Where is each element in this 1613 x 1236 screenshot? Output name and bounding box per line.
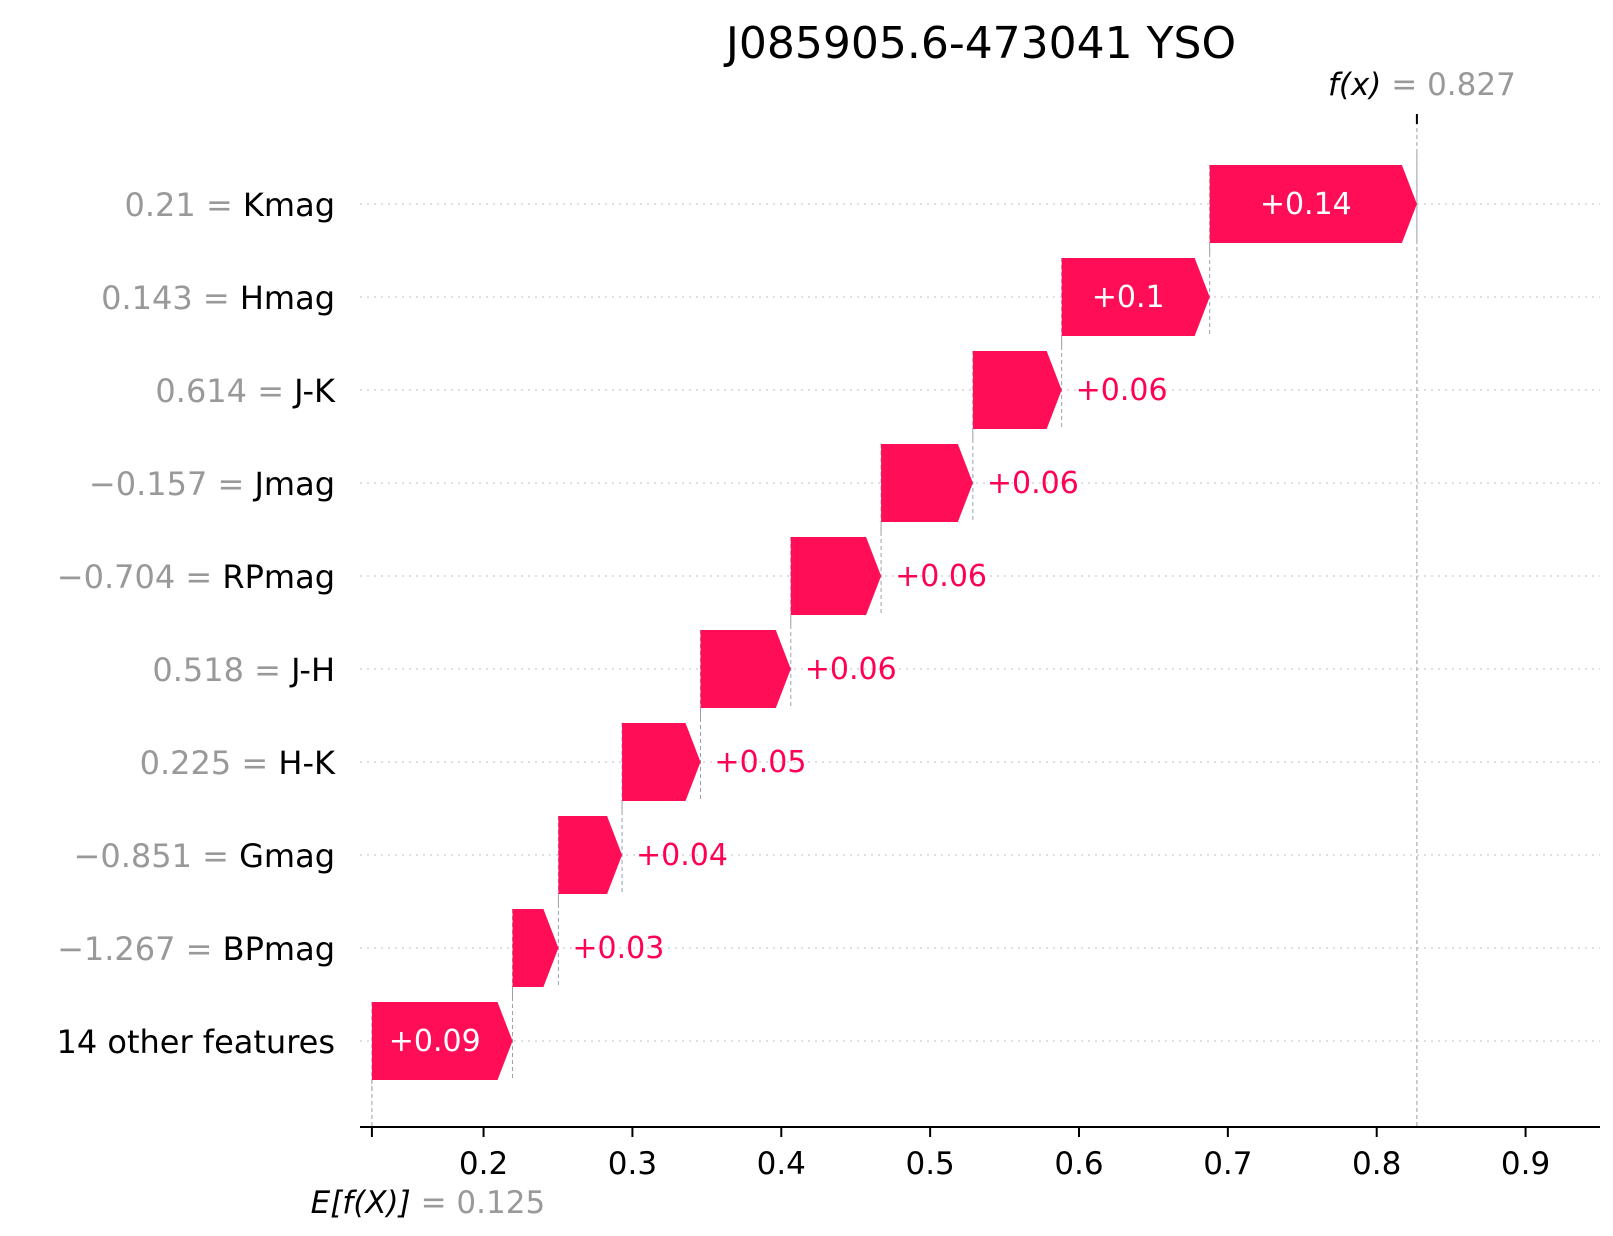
bar-value-label: +0.06 bbox=[1076, 373, 1168, 408]
base-value-text: = 0.125 bbox=[411, 1185, 545, 1221]
feature-name: H-K bbox=[278, 744, 336, 782]
bar-value-label: +0.04 bbox=[636, 838, 728, 873]
feature-name: RPmag bbox=[222, 558, 335, 596]
feature-value: 0.143 bbox=[101, 279, 193, 317]
contribution-bar bbox=[1209, 165, 1417, 243]
feature-value: 0.21 bbox=[125, 186, 196, 224]
feature-label: 0.225 = H-K bbox=[140, 744, 336, 782]
feature-value: 0.614 bbox=[155, 372, 247, 410]
x-tick-label: 0.9 bbox=[1501, 1146, 1550, 1182]
x-axis: 0.2 0.3 0.4 0.5 0.6 0.7 0.8 0.9 bbox=[360, 114, 1600, 1182]
chart-title: J085905.6-473041 YSO bbox=[723, 18, 1236, 69]
contribution-bar bbox=[512, 909, 559, 987]
x-tick-label: 0.5 bbox=[905, 1146, 954, 1182]
feature-label: 0.21 = Kmag bbox=[125, 186, 335, 224]
equals-sign: = bbox=[192, 837, 239, 875]
feature-value: −0.157 bbox=[89, 465, 207, 503]
feature-value: −1.267 bbox=[57, 930, 175, 968]
bar-value-label: +0.05 bbox=[715, 745, 807, 780]
feature-name: J-H bbox=[289, 651, 335, 689]
contribution-bar bbox=[622, 723, 701, 801]
feature-labels: +0.14 0.21 = Kmag +0.1 0.143 = Hmag +0.06 0.6… bbox=[56, 186, 1351, 1061]
feature-value: −0.851 bbox=[74, 837, 192, 875]
x-tick-label: 0.3 bbox=[608, 1146, 657, 1182]
feature-label: 0.143 = Hmag bbox=[101, 279, 335, 317]
equals-sign: = bbox=[196, 186, 243, 224]
equals-sign: = bbox=[193, 279, 240, 317]
grid-lines bbox=[360, 203, 1600, 1042]
feature-label: 0.518 = J-H bbox=[152, 651, 335, 689]
bar-value-label: +0.06 bbox=[805, 652, 897, 687]
feature-name: BPmag bbox=[223, 930, 335, 968]
x-tick-label: 0.8 bbox=[1352, 1146, 1401, 1182]
contribution-bar bbox=[881, 444, 973, 522]
feature-name: Kmag bbox=[243, 186, 335, 224]
contribution-bar bbox=[700, 630, 791, 708]
feature-label: −0.157 = Jmag bbox=[89, 465, 335, 503]
contribution-bar bbox=[972, 351, 1062, 429]
bar-value-label: +0.03 bbox=[572, 931, 664, 966]
bar-value-label: +0.1 bbox=[1092, 280, 1165, 315]
bar-value-label: +0.09 bbox=[389, 1024, 481, 1059]
equals-sign: = bbox=[244, 651, 291, 689]
feature-label: −0.851 = Gmag bbox=[74, 837, 335, 875]
feature-label: 14 other features bbox=[56, 1023, 335, 1061]
bar-value-label: +0.06 bbox=[987, 466, 1079, 501]
equals-sign: = bbox=[207, 465, 254, 503]
equals-sign: = bbox=[231, 744, 278, 782]
output-value-text: = 0.827 bbox=[1381, 67, 1515, 103]
x-tick-label: 0.2 bbox=[459, 1146, 508, 1182]
feature-name: Jmag bbox=[252, 465, 335, 503]
x-tick-label: 0.4 bbox=[757, 1146, 806, 1182]
feature-name: Hmag bbox=[240, 279, 335, 317]
feature-label: −0.704 = RPmag bbox=[57, 558, 335, 596]
output-label: f(x) bbox=[1328, 67, 1381, 103]
equals-sign: = bbox=[175, 558, 222, 596]
feature-label: −1.267 = BPmag bbox=[57, 930, 335, 968]
feature-name: J-K bbox=[292, 372, 336, 410]
base-value-annotation: E[f(X)] = 0.125 bbox=[311, 1185, 546, 1221]
bar-value-label: +0.06 bbox=[895, 559, 987, 594]
base-label: E[f(X)] bbox=[311, 1185, 411, 1221]
feature-name: 14 other features bbox=[56, 1023, 335, 1061]
feature-label: 0.614 = J-K bbox=[155, 372, 336, 410]
contribution-bar bbox=[371, 1002, 513, 1080]
contribution-bar bbox=[790, 537, 882, 615]
x-tick-label: 0.6 bbox=[1054, 1146, 1103, 1182]
feature-name: Gmag bbox=[239, 837, 335, 875]
x-tick-label: 0.7 bbox=[1203, 1146, 1252, 1182]
feature-value: −0.704 bbox=[57, 558, 175, 596]
bar-value-label: +0.14 bbox=[1260, 187, 1352, 222]
contribution-bars bbox=[371, 165, 1417, 1080]
equals-sign: = bbox=[247, 372, 294, 410]
feature-value: 0.225 bbox=[140, 744, 232, 782]
contribution-bar bbox=[558, 816, 623, 894]
value-annotations: f(x) = 0.827 E[f(X)] = 0.125 bbox=[311, 67, 1516, 1221]
equals-sign: = bbox=[176, 930, 223, 968]
feature-value: 0.518 bbox=[152, 651, 244, 689]
contribution-bar bbox=[1061, 258, 1210, 336]
output-value-annotation: f(x) = 0.827 bbox=[1328, 67, 1516, 103]
